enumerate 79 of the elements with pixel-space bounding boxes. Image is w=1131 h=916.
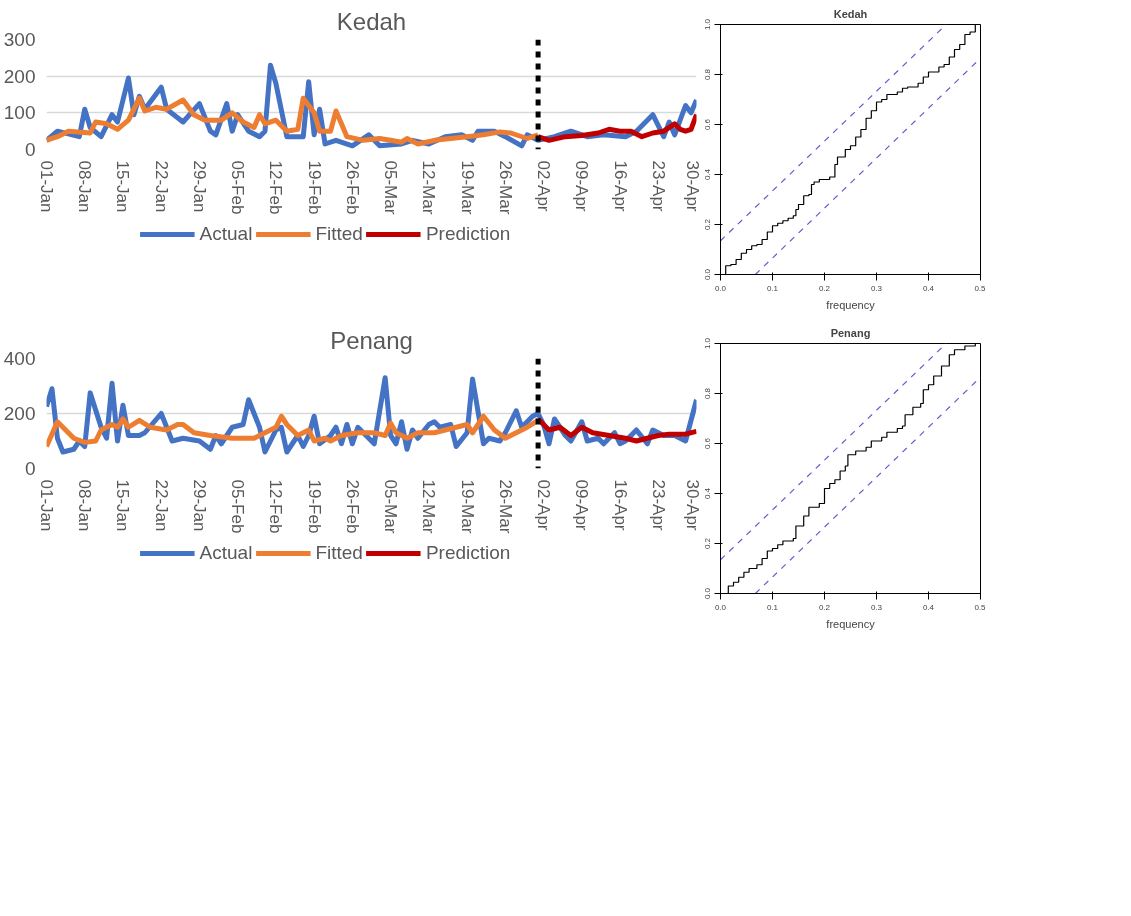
y-tick-label: 0.0 — [702, 268, 712, 281]
y-tick-label: 1.0 — [702, 18, 712, 31]
x-tick-label: 08-Jan — [75, 160, 95, 213]
y-tick-label: 200 — [3, 403, 36, 424]
x-tick-label: 15-Jan — [113, 479, 133, 532]
x-tick-label: 12-Mar — [419, 160, 439, 215]
y-tick-label: 0.0 — [702, 587, 712, 600]
y-tick-label: 400 — [3, 348, 36, 369]
x-tick-label: 09-Apr — [572, 160, 592, 212]
legend-label: Fitted — [315, 223, 363, 245]
y-tick-label: 0.8 — [702, 387, 712, 400]
x-tick-label: 0.0 — [714, 602, 727, 612]
x-tick-label: 30-Apr — [682, 160, 702, 212]
x-tick-label: 22-Jan — [151, 479, 171, 532]
x-tick-label: 08-Jan — [75, 479, 95, 532]
x-tick-label: 22-Jan — [151, 160, 171, 213]
x-tick-label: 0.1 — [766, 283, 779, 293]
y-tick-label: 0.2 — [702, 537, 712, 550]
y-tick-label: 0.6 — [702, 118, 712, 131]
y-tick-label: 0 — [24, 139, 36, 160]
y-tick-label: 100 — [3, 102, 36, 124]
y-tick-label: 0.8 — [702, 68, 712, 81]
y-tick-label: 0.4 — [702, 487, 712, 500]
legend-label: Prediction — [425, 223, 511, 245]
x-tick-label: 02-Apr — [534, 160, 554, 212]
y-tick-label: 1.0 — [702, 337, 712, 350]
x-tick-label: 0.2 — [818, 602, 831, 612]
x-tick-label: 05-Mar — [381, 160, 401, 215]
x-tick-label: 0.2 — [818, 283, 831, 293]
x-tick-label: 0.4 — [922, 283, 935, 293]
y-tick-label: 0.6 — [702, 437, 712, 450]
x-tick-label: 01-Jan — [37, 160, 56, 213]
y-tick-label: 300 — [3, 29, 36, 50]
y-tick-label: 200 — [3, 65, 36, 87]
chart-title: Penang — [830, 326, 871, 339]
chart-title: Kedah — [833, 7, 868, 20]
chart-title: Penang — [330, 326, 413, 354]
legend-label: Actual — [199, 542, 253, 564]
x-tick-label: 29-Jan — [189, 479, 209, 532]
y-tick-label: 0.2 — [702, 218, 712, 231]
x-tick-label: 19-Mar — [457, 160, 477, 215]
x-axis-title: frequency — [826, 298, 876, 311]
chart-title: Kedah — [336, 7, 407, 35]
legend-label: Fitted — [315, 542, 363, 564]
x-tick-label: 19-Mar — [457, 479, 477, 534]
x-tick-label: 16-Apr — [610, 479, 630, 531]
x-tick-label: 19-Feb — [304, 160, 324, 215]
y-tick-label: 0 — [24, 458, 36, 479]
x-tick-label: 26-Feb — [342, 160, 362, 215]
legend-label: Prediction — [425, 542, 511, 564]
x-tick-label: 01-Jan — [37, 479, 56, 532]
x-tick-label: 02-Apr — [534, 479, 554, 531]
x-tick-label: 05-Mar — [381, 479, 401, 534]
x-tick-label: 26-Feb — [342, 479, 362, 534]
x-tick-label: 26-Mar — [495, 479, 515, 534]
x-tick-label: 23-Apr — [648, 479, 668, 531]
x-tick-label: 23-Apr — [648, 160, 668, 212]
legend-label: Actual — [199, 223, 253, 245]
x-axis-title: frequency — [826, 617, 876, 630]
x-tick-label: 0.4 — [922, 602, 935, 612]
x-tick-label: 0.5 — [974, 283, 987, 293]
x-tick-label: 12-Mar — [419, 479, 439, 534]
x-tick-label: 05-Feb — [228, 479, 248, 534]
x-tick-label: 15-Jan — [113, 160, 133, 213]
x-tick-label: 26-Mar — [495, 160, 515, 215]
x-tick-label: 0.5 — [974, 602, 987, 612]
x-tick-label: 09-Apr — [572, 479, 592, 531]
x-tick-label: 05-Feb — [228, 160, 248, 215]
x-tick-label: 0.3 — [870, 283, 883, 293]
x-tick-label: 0.0 — [714, 283, 727, 293]
x-tick-label: 12-Feb — [266, 479, 286, 534]
x-tick-label: 30-Apr — [682, 479, 702, 531]
x-tick-label: 16-Apr — [610, 160, 630, 212]
y-tick-label: 0.4 — [702, 168, 712, 181]
x-tick-label: 12-Feb — [266, 160, 286, 215]
x-tick-label: 0.1 — [766, 602, 779, 612]
x-tick-label: 29-Jan — [189, 160, 209, 213]
x-tick-label: 0.3 — [870, 602, 883, 612]
x-tick-label: 19-Feb — [304, 479, 324, 534]
